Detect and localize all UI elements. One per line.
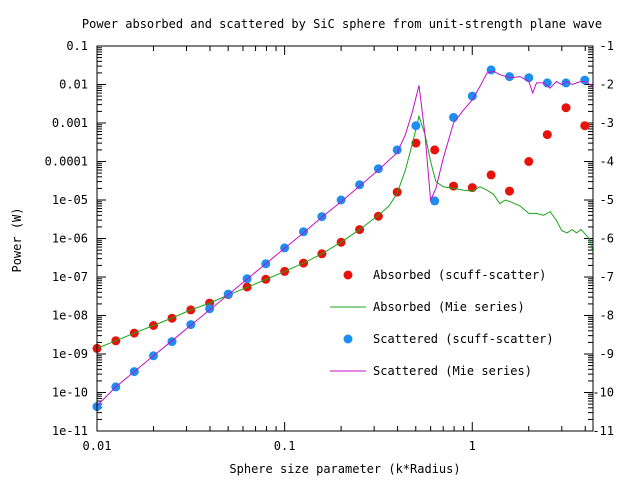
y2-tick-label: -5 xyxy=(600,193,614,207)
y-tick-label: 1e-05 xyxy=(52,193,88,207)
y2-tick-label: -11 xyxy=(592,424,614,438)
data-point-scattered-scuff xyxy=(561,78,571,88)
data-point-scattered-scuff xyxy=(449,112,458,122)
y-tick-label: 1e-08 xyxy=(52,309,88,323)
y2-tick-label: -2 xyxy=(600,78,614,92)
plot-frame xyxy=(96,45,594,432)
y-tick-label: 1e-07 xyxy=(52,270,88,284)
legend-label-absorbed-mie: Absorbed (Mie series) xyxy=(373,300,525,314)
data-point-scattered-scuff xyxy=(336,195,346,205)
y2-tick-label: -6 xyxy=(600,232,614,246)
legend-swatch-absorbed-scuff xyxy=(343,270,353,280)
legend-swatch-scattered-scuff xyxy=(343,334,353,344)
y-axis-label: Power (W) xyxy=(10,207,24,272)
data-point-scattered-scuff xyxy=(373,164,383,174)
y-tick-label: 0.01 xyxy=(59,78,88,92)
x-tick-label: 1 xyxy=(469,439,476,453)
y2-tick-label: -3 xyxy=(600,116,614,130)
y2-tick-label: -4 xyxy=(600,155,614,169)
y2-tick-label: -9 xyxy=(600,347,614,361)
legend-label-scattered-mie: Scattered (Mie series) xyxy=(373,364,532,378)
legend-label-absorbed-scuff: Absorbed (scuff-scatter) xyxy=(373,268,546,282)
legend-label-scattered-scuff: Scattered (scuff-scatter) xyxy=(373,332,554,346)
data-point-absorbed-scuff xyxy=(542,130,552,140)
data-point-scattered-scuff xyxy=(355,180,365,190)
data-point-scattered-scuff xyxy=(505,72,514,82)
y2-tick-label: -8 xyxy=(600,309,614,323)
data-point-scattered-scuff xyxy=(299,227,308,237)
data-point-absorbed-scuff xyxy=(505,186,514,196)
data-point-absorbed-scuff xyxy=(430,145,440,155)
y2-tick-label: -10 xyxy=(592,386,614,400)
y-tick-label: 1e-10 xyxy=(52,386,88,400)
series-line-absorbed-mie xyxy=(96,114,594,349)
y-tick-label: 1e-11 xyxy=(52,424,88,438)
data-point-scattered-scuff xyxy=(411,121,421,131)
data-point-scattered-scuff xyxy=(467,91,477,101)
x-tick-label: 0.01 xyxy=(83,439,112,453)
y-tick-label: 0.1 xyxy=(66,39,88,53)
data-point-absorbed-scuff xyxy=(580,121,590,131)
y-tick-label: 0.0001 xyxy=(45,155,88,169)
data-point-absorbed-scuff xyxy=(561,103,571,113)
y-tick-label: 1e-06 xyxy=(52,232,88,246)
data-point-scattered-scuff xyxy=(542,78,552,88)
data-point-absorbed-scuff xyxy=(486,170,496,180)
data-point-scattered-scuff xyxy=(430,196,440,206)
y-tick-label: 0.001 xyxy=(52,116,88,130)
data-point-absorbed-scuff xyxy=(411,138,421,148)
data-point-scattered-scuff xyxy=(524,73,534,83)
x-tick-label: 0.1 xyxy=(274,439,296,453)
y2-tick-label: -1 xyxy=(600,39,614,53)
y2-tick-label: -7 xyxy=(600,270,614,284)
x-axis-label: Sphere size parameter (k*Radius) xyxy=(229,462,460,476)
chart-title: Power absorbed and scattered by SiC sphe… xyxy=(82,17,602,31)
data-point-scattered-scuff xyxy=(205,304,215,314)
plot-area: 0.01 0.1 1 1e-11 -11 1e-10 -10 1e-09 -9 1e-08 -8 1e… xyxy=(45,39,614,453)
y-tick-label: 1e-09 xyxy=(52,347,88,361)
data-point-absorbed-scuff xyxy=(524,157,534,166)
series-line-scattered-mie xyxy=(96,70,594,407)
